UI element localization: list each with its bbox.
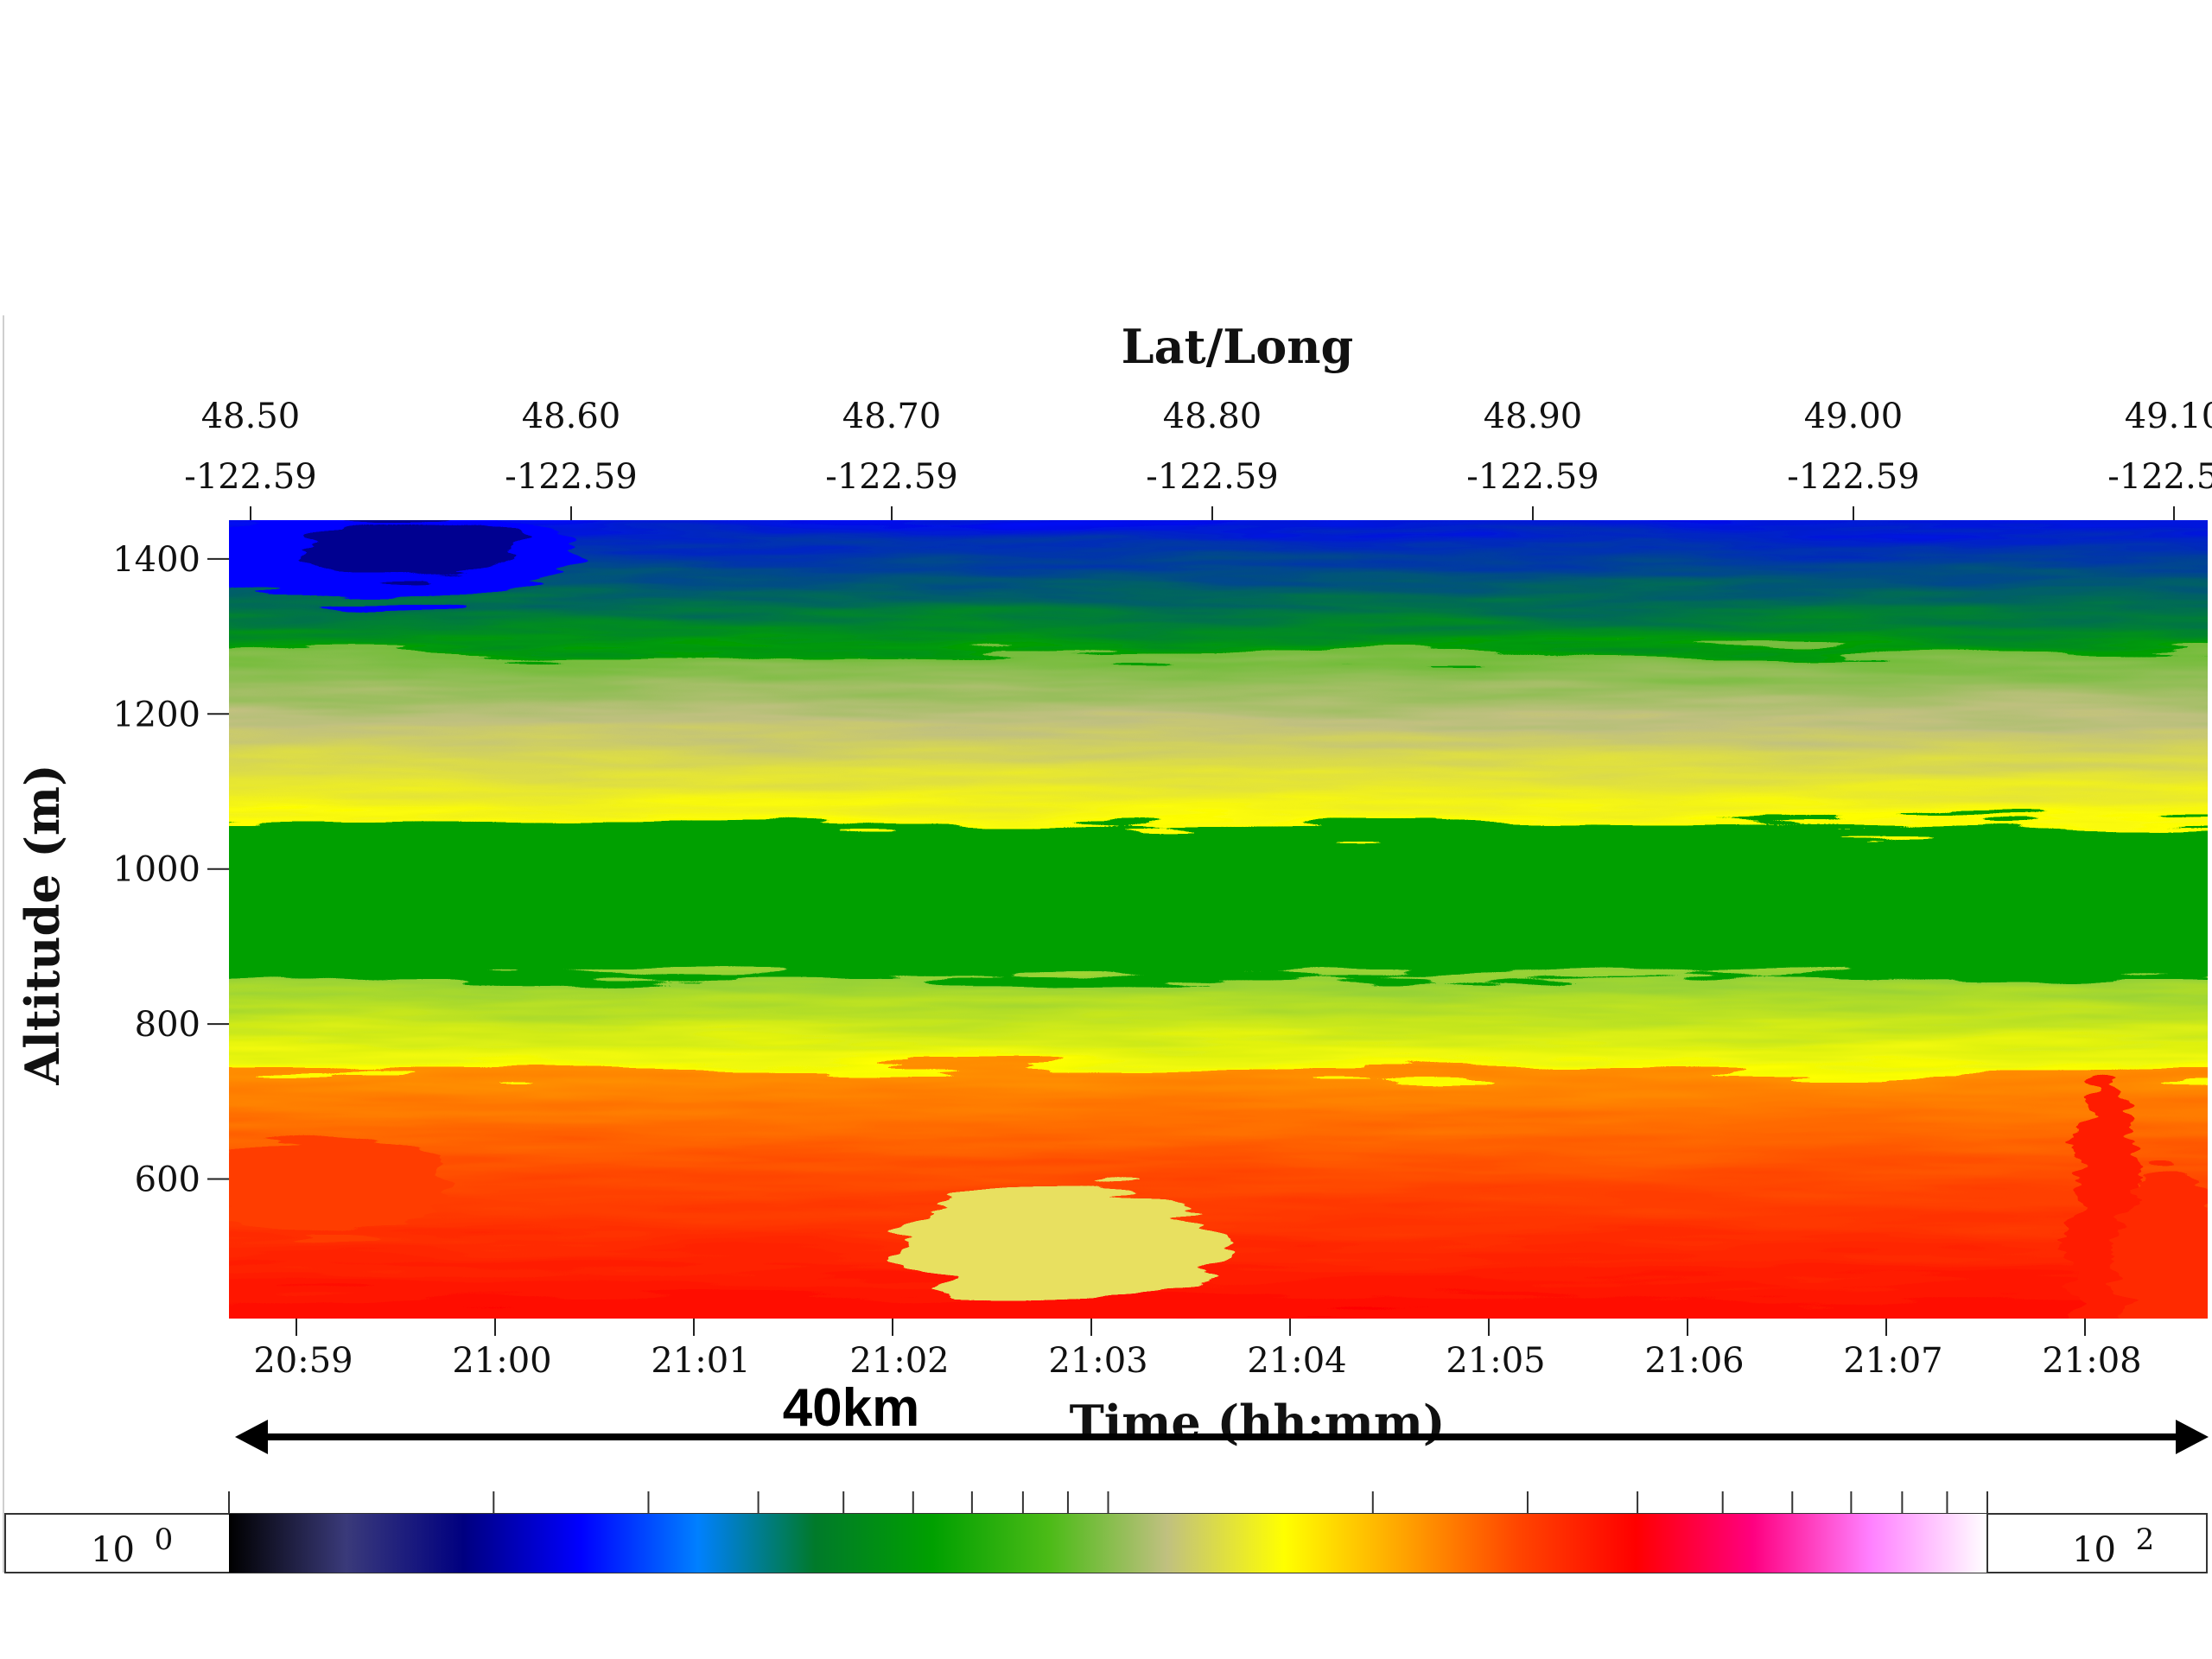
- top-tick-lon: -122.59: [184, 457, 316, 497]
- top-tick-lon: -122.59: [1146, 457, 1278, 497]
- y-axis-ticks: 1400 1200 1000 800 600: [112, 540, 229, 1200]
- arrow-right-head: [2176, 1420, 2209, 1454]
- low-value-patch-core: [302, 520, 527, 575]
- y-axis-title: Altitude (m): [15, 764, 70, 1085]
- distance-label: 40km: [783, 1378, 920, 1438]
- surface-red-patch: [229, 1132, 449, 1236]
- y-tick-label: 600: [135, 1160, 200, 1200]
- heatmap-layer: [229, 1037, 2208, 1319]
- heatmap-plot-area: [229, 520, 2208, 1319]
- arrow-left-head: [235, 1420, 268, 1454]
- top-tick-lon: -122.59: [1466, 457, 1599, 497]
- colorbar-gradient: [229, 1514, 1987, 1573]
- y-tick-label: 1200: [112, 695, 200, 734]
- colorbar-max-label: 10 2: [2072, 1522, 2154, 1570]
- top-tick-lat: 48.60: [522, 397, 621, 436]
- high-value-spike: [2117, 1166, 2208, 1319]
- top-tick-lat: 48.50: [201, 397, 301, 436]
- x-tick-label: 21:05: [1446, 1341, 1545, 1381]
- top-tick-lon: -122.59: [505, 457, 637, 497]
- surface-yellow-patch: [899, 1184, 1227, 1305]
- top-tick-lon: -122.59: [1787, 457, 1919, 497]
- colorbar: 10 0 10 2: [4, 1491, 2208, 1573]
- y-tick-label: 1000: [112, 850, 200, 890]
- x-tick-label: 21:08: [2042, 1341, 2141, 1381]
- x-tick-label: 21:02: [849, 1341, 949, 1381]
- x-tick-label: 20:59: [253, 1341, 353, 1381]
- y-tick-label: 800: [135, 1005, 200, 1045]
- x-tick-label: 21:00: [452, 1341, 551, 1381]
- top-tick-lat: 49.00: [1804, 397, 1904, 436]
- top-tick-lon: -122.59: [2107, 457, 2212, 497]
- top-tick-lat: 49.10: [2125, 397, 2212, 436]
- top-axis-title: Lat/Long: [1122, 319, 1354, 374]
- x-tick-label: 21:01: [651, 1341, 750, 1381]
- x-tick-label: 21:07: [1843, 1341, 1942, 1381]
- top-tick-lon: -122.59: [825, 457, 957, 497]
- colorbar-min-label: 10 0: [91, 1522, 173, 1570]
- x-axis-title: Time (hh:mm): [1070, 1395, 1446, 1450]
- x-tick-label: 21:04: [1247, 1341, 1346, 1381]
- top-tick-lat: 48.70: [842, 397, 942, 436]
- x-axis-ticks: 20:59 21:00 21:01 21:02 21:03 21:04 21:05 21:06…: [253, 1319, 2142, 1381]
- top-tick-lat: 48.80: [1163, 397, 1262, 436]
- x-tick-label: 21:03: [1048, 1341, 1147, 1381]
- distance-arrow: [235, 1420, 2209, 1454]
- top-axis-ticks: 48.50 -122.59 48.60 -122.59 48.70 -122.59 48.8…: [184, 397, 2212, 520]
- colorbar-ticks: [228, 1491, 1988, 1514]
- y-tick-label: 1400: [112, 540, 200, 580]
- top-tick-lat: 48.90: [1484, 397, 1583, 436]
- x-tick-label: 21:06: [1644, 1341, 1744, 1381]
